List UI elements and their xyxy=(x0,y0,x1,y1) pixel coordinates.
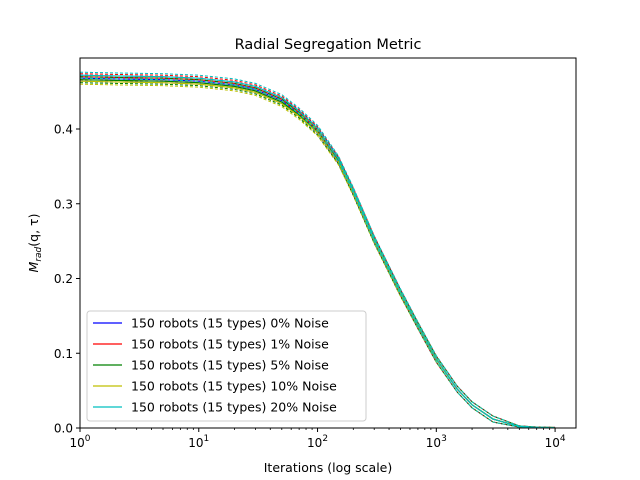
x-axis-ticks: 100 101 102 103 104 xyxy=(69,428,566,450)
series-4-lower-band xyxy=(80,77,556,428)
y-label-args: (q, τ) xyxy=(26,214,41,247)
y-tick-label-1: 0.1 xyxy=(54,347,73,361)
x-tick-label-0: 100 xyxy=(69,434,90,450)
y-tick-label-2: 0.2 xyxy=(54,272,73,286)
chart-title: Radial Segregation Metric xyxy=(235,37,422,53)
x-tick-label-4: 104 xyxy=(545,434,566,450)
y-axis-ticks: 0.0 0.1 0.2 0.3 0.4 xyxy=(54,123,80,436)
legend-label-3: 150 robots (15 types) 10% Noise xyxy=(131,379,337,394)
series-group xyxy=(80,71,556,428)
y-axis-label: Mrad(q, τ) xyxy=(26,214,44,273)
plot-area xyxy=(79,57,577,429)
x-tick-label-2: 102 xyxy=(307,434,328,450)
legend-label-2: 150 robots (15 types) 5% Noise xyxy=(131,358,329,373)
legend-label-1: 150 robots (15 types) 1% Noise xyxy=(131,337,329,352)
y-label-base: M xyxy=(26,261,41,272)
legend-label-4: 150 robots (15 types) 20% Noise xyxy=(131,400,337,415)
y-tick-label-3: 0.3 xyxy=(54,197,73,211)
legend-box xyxy=(86,310,367,422)
axes-frame xyxy=(79,57,577,429)
y-label-sub: rad xyxy=(34,246,44,261)
series-4-line xyxy=(80,74,556,428)
x-axis-label: Iterations (log scale) xyxy=(264,460,393,475)
y-tick-label-4: 0.4 xyxy=(54,123,73,137)
series-4-upper-band xyxy=(80,71,556,428)
x-tick-label-3: 103 xyxy=(426,434,447,450)
legend-label-0: 150 robots (15 types) 0% Noise xyxy=(131,316,329,331)
legend: 150 robots (15 types) 0% Noise 150 robots… xyxy=(86,310,367,422)
x-tick-label-1: 101 xyxy=(188,434,209,450)
series-4 xyxy=(80,71,556,428)
y-tick-label-0: 0.0 xyxy=(54,422,73,436)
